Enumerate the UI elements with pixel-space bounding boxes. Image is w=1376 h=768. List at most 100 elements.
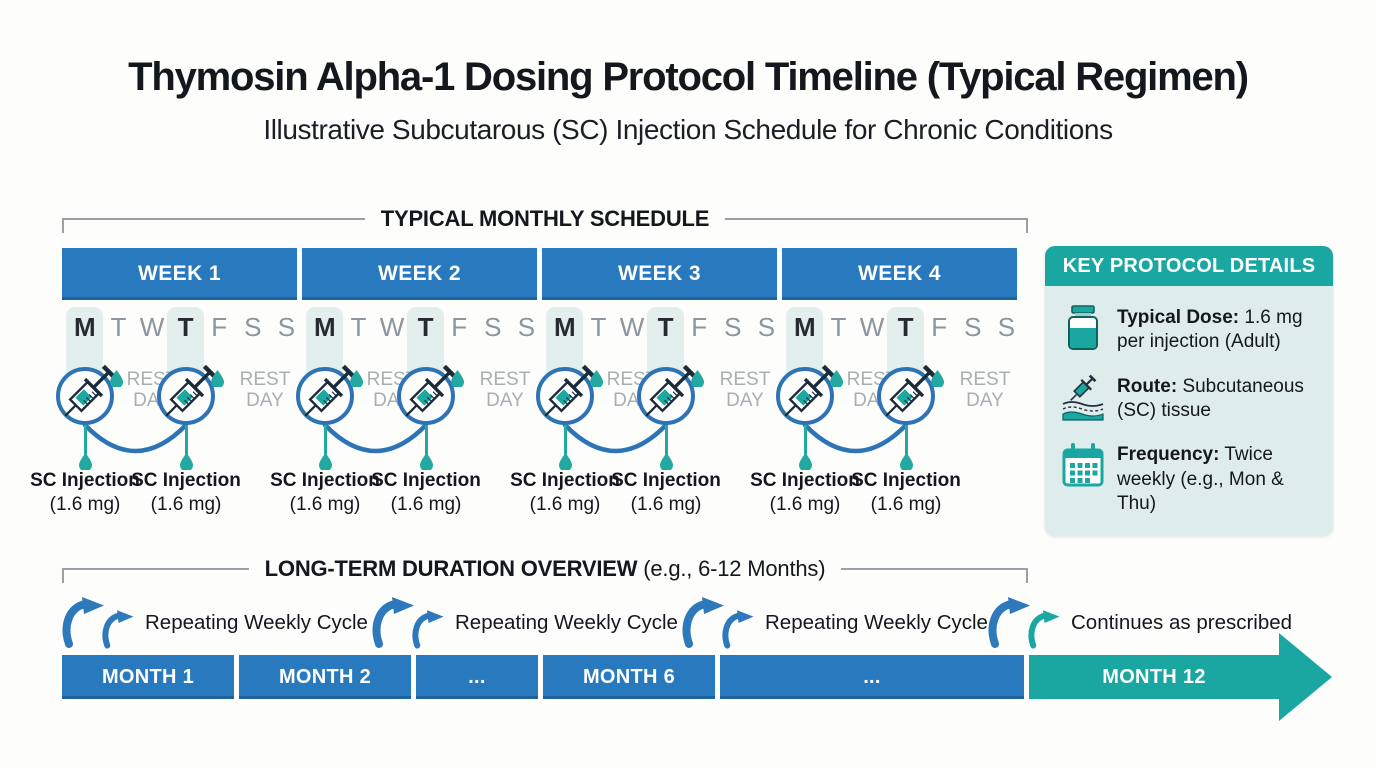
injection-circle [877,364,938,425]
week-schedule-unit: M T W T F S S REST DAY REST DAY [750,307,1017,517]
bracket-line [62,568,249,583]
droplet-icon [558,453,572,470]
injection-label: SC Injection (1.6 mg) [366,470,486,516]
protocol-item-label: Typical Dose: [1117,307,1240,328]
injection-label-line1: SC Injection [851,470,961,491]
droplet-icon [179,453,193,470]
bracket-line [62,218,365,233]
day-letter: M [313,312,336,342]
cycle-arrow-icon [1028,610,1060,649]
droplet-icon [419,453,433,470]
cycle-arrow-icon [722,610,754,649]
injection-arc [802,422,909,454]
droplet-icon [318,453,332,470]
day-letter: T [110,312,127,342]
day-letter: S [244,312,262,342]
cycle-label: Repeating Weekly Cycle [455,611,678,634]
injection-circle [296,364,357,425]
week-schedule-unit: M T W T F S S REST DAY REST DAY [510,307,777,517]
day-letter: T [350,312,367,342]
droplet-icon [110,370,123,387]
drip-line [904,423,908,456]
month-label: MONTH 1 [101,665,195,688]
day-letter: S [964,312,982,342]
panel-title: KEY PROTOCOL DETAILS [1045,246,1333,286]
day-letter: T [897,312,914,342]
drip-line [664,423,668,456]
protocol-item-text: Route: Subcutaneous (SC) tissue [1117,373,1304,424]
injection-label-line2: (1.6 mg) [390,494,462,515]
injection-label-line1: SC Injection [371,470,481,491]
long-term-bracket: LONG-TERM DURATION OVERVIEW (e.g., 6-12 … [62,556,1028,583]
long-term-title: LONG-TERM DURATION OVERVIEW (e.g., 6-12 … [265,556,826,582]
cycle-group: Repeating Weekly Cycle [372,596,678,649]
droplet-icon [798,453,812,470]
droplet-icon [211,370,224,387]
injection-label-line2: (1.6 mg) [150,494,222,515]
injection-label-line2: (1.6 mg) [289,494,361,515]
calendar-icon [1062,443,1104,487]
day-letter: F [931,312,948,342]
injection-label-line1: SC Injection [750,470,860,491]
week-label: WEEK 4 [858,262,941,285]
day-letter-row: M T W T F S S [548,312,783,343]
day-letter: M [553,312,576,342]
syringe-icon [165,364,218,417]
day-letter-row: M T W T F S S [68,312,303,343]
protocol-item-dose: Typical Dose: 1.6 mg per injection (Adul… [1059,304,1319,355]
protocol-item-value: 1.6 mg per injection (Adult) [1117,307,1303,353]
day-letter: S [997,312,1016,342]
month-label: ... [468,665,486,688]
day-letter: T [417,312,434,342]
injection-circle [157,364,218,425]
week-schedule-unit: M T W T F S S REST DAY REST DAY [30,307,297,517]
protocol-item-text: Typical Dose: 1.6 mg per injection (Adul… [1117,304,1303,355]
day-letter: F [691,312,708,342]
injection-label: SC Injection (1.6 mg) [25,470,145,516]
day-letter: M [73,312,96,342]
monthly-schedule-title: TYPICAL MONTHLY SCHEDULE [380,206,710,231]
day-letter: T [657,312,674,342]
week-bar: WEEK 2 [302,248,537,300]
injection-label: SC Injection (1.6 mg) [846,470,966,516]
drip-line [803,423,807,456]
day-letter: F [211,312,228,342]
vial-icon [1068,305,1098,350]
cycle-arrow-icon [412,610,444,649]
day-letter-row: M T W T F S S [788,312,1023,343]
key-protocol-panel: KEY PROTOCOL DETAILS Typical Dose: 1.6 m… [1045,246,1333,537]
day-letter: S [517,312,536,342]
panel-body: Typical Dose: 1.6 mg per injection (Adul… [1045,286,1333,536]
injection-label: SC Injection (1.6 mg) [126,470,246,516]
week-bar: WEEK 1 [62,248,297,300]
month-segment: ... [720,655,1024,699]
month-label: MONTH 12 [1102,665,1206,688]
day-letter-row: M T W T F S S [308,312,543,343]
injection-arc [322,422,429,454]
injection-circle [536,364,597,425]
week-label: WEEK 3 [618,262,701,285]
month-segment-final: MONTH 12 [1029,633,1332,721]
cycle-group: Repeating Weekly Cycle [62,596,368,649]
droplet-icon [899,453,913,470]
sc-injection-icon [1062,374,1104,421]
cycle-arrow-icon [682,597,724,648]
day-letter: T [177,312,194,342]
droplet-icon [830,370,843,387]
injection-label-line2: (1.6 mg) [769,494,841,515]
cycle-arrow-icon [102,610,134,649]
cycle-label: Repeating Weekly Cycle [145,611,368,634]
rest-day-label: REST DAY [479,369,531,411]
injection-label: SC Injection (1.6 mg) [505,470,625,516]
droplet-icon [78,453,92,470]
day-letter: S [277,312,296,342]
injection-circle [776,364,837,425]
month-label: MONTH 6 [582,665,676,688]
injection-label-line1: SC Injection [270,470,380,491]
injection-arc [562,422,669,454]
page-subtitle: Illustrative Subcutarous (SC) Injection … [263,114,1113,145]
drip-line [184,423,188,456]
page-title: Thymosin Alpha-1 Dosing Protocol Timelin… [128,55,1249,99]
rest-day-label: REST DAY [959,369,1011,411]
